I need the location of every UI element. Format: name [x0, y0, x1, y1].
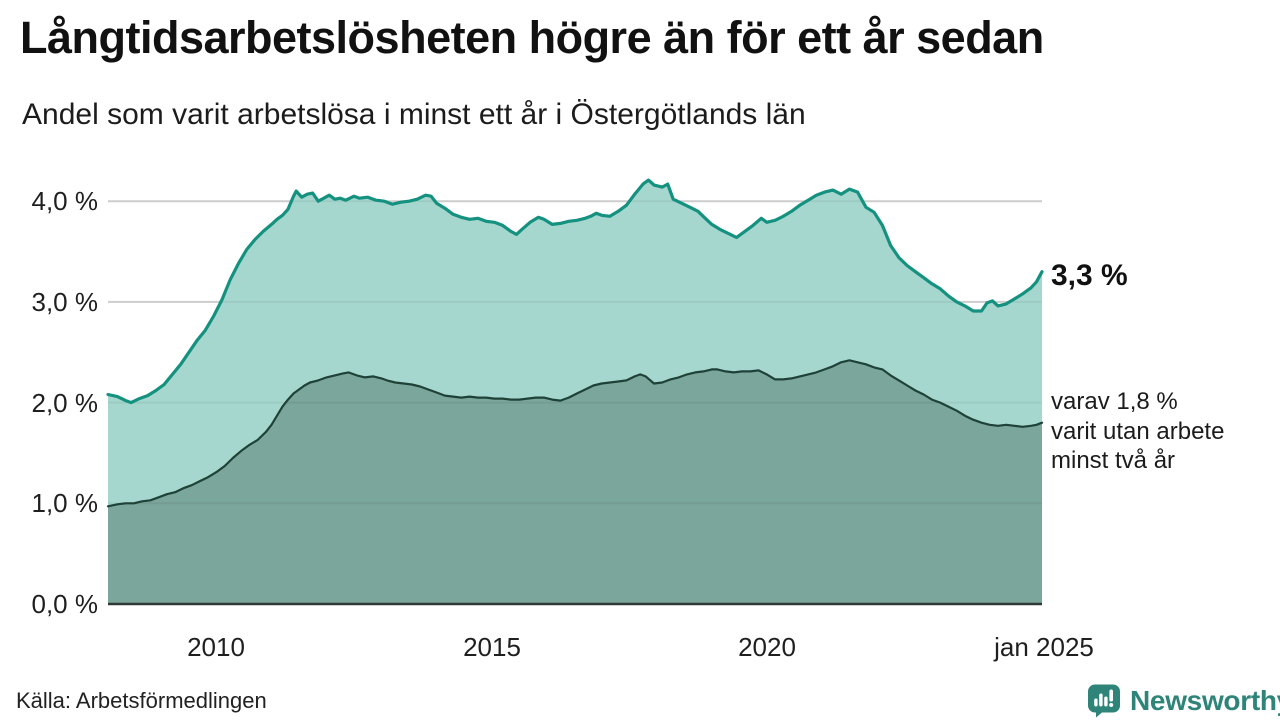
x-axis-tick-jan-2025: jan 2025 [994, 632, 1094, 662]
y-axis-tick-3: 3,0 % [31, 287, 99, 317]
x-axis-tick-2015: 2015 [463, 632, 521, 662]
brand-wordmark: Newsworthy [1130, 685, 1280, 716]
annotation-line-3: minst två år [1051, 447, 1176, 474]
series-end-value-label: 3,3 % [1051, 259, 1128, 292]
source-attribution: Källa: Arbetsförmedlingen [16, 688, 267, 713]
x-axis-tick-2020: 2020 [738, 632, 796, 662]
y-axis-tick-0: 0,0 % [31, 589, 99, 619]
newsworthy-speech-bubble-chart-icon [1088, 684, 1120, 718]
annotation-line-1: varav 1,8 % [1051, 388, 1178, 415]
brand-logo: Newsworthy [1086, 683, 1280, 719]
chart-subtitle: Andel som varit arbetslösa i minst ett å… [22, 98, 806, 131]
y-axis-tick-1: 1,0 % [31, 488, 99, 518]
y-axis-tick-2: 2,0 % [31, 388, 99, 418]
x-axis-tick-2010: 2010 [187, 632, 245, 662]
chart-title: Långtidsarbetslösheten högre än för ett … [20, 12, 1044, 63]
y-axis-tick-4: 4,0 % [31, 186, 99, 216]
annotation-line-2: varit utan arbete [1051, 417, 1225, 445]
series-annotation: varav 1,8 % varit utan arbete minst två … [1051, 387, 1224, 476]
